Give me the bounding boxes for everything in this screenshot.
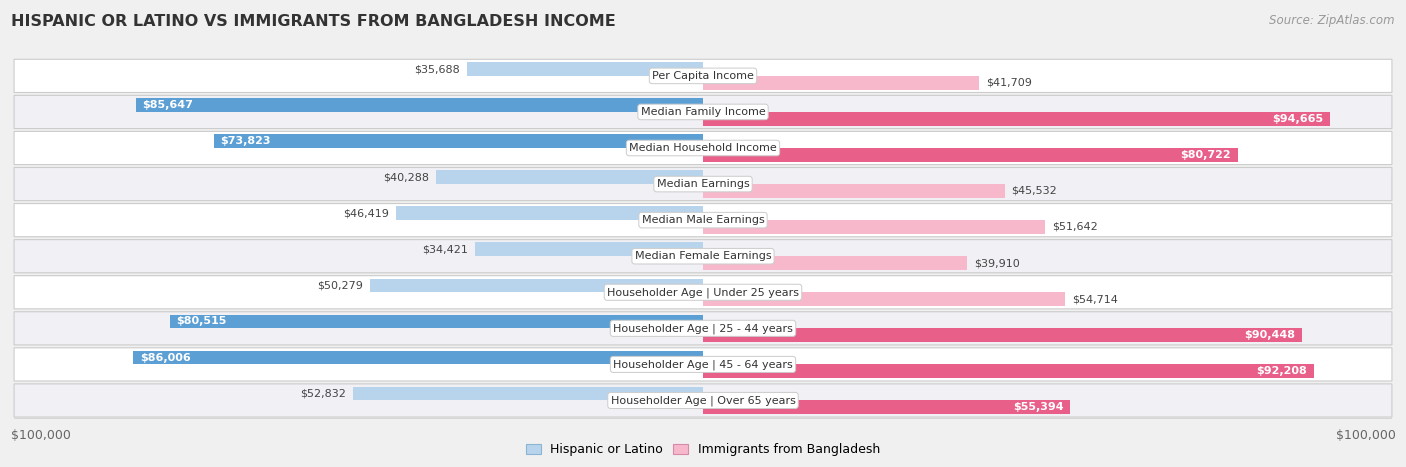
Bar bbox=[703, 184, 1005, 198]
FancyBboxPatch shape bbox=[14, 240, 1392, 273]
Text: $80,515: $80,515 bbox=[176, 317, 226, 326]
FancyBboxPatch shape bbox=[14, 348, 1392, 381]
Text: Median Earnings: Median Earnings bbox=[657, 179, 749, 189]
Bar bbox=[703, 76, 980, 90]
Text: Median Male Earnings: Median Male Earnings bbox=[641, 215, 765, 225]
Text: Median Female Earnings: Median Female Earnings bbox=[634, 251, 772, 261]
Bar bbox=[703, 292, 1066, 306]
Bar bbox=[703, 112, 1330, 126]
Bar bbox=[370, 278, 703, 292]
Bar bbox=[703, 148, 1237, 162]
FancyBboxPatch shape bbox=[14, 312, 1392, 345]
FancyBboxPatch shape bbox=[14, 95, 1392, 128]
Text: $55,394: $55,394 bbox=[1012, 402, 1063, 412]
Text: $92,208: $92,208 bbox=[1257, 366, 1308, 376]
FancyBboxPatch shape bbox=[14, 168, 1392, 201]
Bar bbox=[703, 328, 1302, 342]
Text: Median Household Income: Median Household Income bbox=[628, 143, 778, 153]
Bar bbox=[703, 256, 967, 270]
Bar bbox=[467, 62, 703, 76]
Text: $73,823: $73,823 bbox=[221, 136, 271, 146]
Text: $54,714: $54,714 bbox=[1071, 294, 1118, 304]
Text: $45,532: $45,532 bbox=[1011, 186, 1057, 196]
Bar bbox=[703, 401, 1070, 414]
Text: $86,006: $86,006 bbox=[139, 353, 191, 362]
Bar bbox=[703, 220, 1045, 234]
Bar bbox=[436, 170, 703, 184]
Text: $85,647: $85,647 bbox=[142, 100, 193, 110]
Bar bbox=[395, 206, 703, 220]
FancyBboxPatch shape bbox=[14, 276, 1392, 309]
Text: $46,419: $46,419 bbox=[343, 208, 389, 218]
Text: $51,642: $51,642 bbox=[1052, 222, 1098, 232]
Text: Median Family Income: Median Family Income bbox=[641, 107, 765, 117]
Bar bbox=[134, 351, 703, 364]
FancyBboxPatch shape bbox=[14, 384, 1392, 417]
FancyBboxPatch shape bbox=[14, 59, 1392, 92]
Text: $90,448: $90,448 bbox=[1244, 330, 1295, 340]
Legend: Hispanic or Latino, Immigrants from Bangladesh: Hispanic or Latino, Immigrants from Bang… bbox=[520, 439, 886, 461]
Text: Householder Age | 25 - 44 years: Householder Age | 25 - 44 years bbox=[613, 323, 793, 333]
Text: $80,722: $80,722 bbox=[1181, 150, 1232, 160]
FancyBboxPatch shape bbox=[14, 204, 1392, 237]
Text: $40,288: $40,288 bbox=[384, 172, 429, 182]
Text: $39,910: $39,910 bbox=[974, 258, 1019, 268]
Text: $41,709: $41,709 bbox=[986, 78, 1032, 88]
Text: Source: ZipAtlas.com: Source: ZipAtlas.com bbox=[1270, 14, 1395, 27]
Text: Householder Age | Over 65 years: Householder Age | Over 65 years bbox=[610, 395, 796, 406]
Bar bbox=[703, 364, 1313, 378]
Text: $35,688: $35,688 bbox=[415, 64, 460, 74]
Text: $52,832: $52,832 bbox=[301, 389, 346, 399]
Bar bbox=[170, 315, 703, 328]
Bar bbox=[135, 98, 703, 112]
Bar bbox=[214, 134, 703, 148]
Text: HISPANIC OR LATINO VS IMMIGRANTS FROM BANGLADESH INCOME: HISPANIC OR LATINO VS IMMIGRANTS FROM BA… bbox=[11, 14, 616, 29]
Text: $94,665: $94,665 bbox=[1272, 114, 1323, 124]
FancyBboxPatch shape bbox=[14, 131, 1392, 164]
Text: Householder Age | Under 25 years: Householder Age | Under 25 years bbox=[607, 287, 799, 297]
Text: $50,279: $50,279 bbox=[318, 280, 363, 290]
Text: Householder Age | 45 - 64 years: Householder Age | 45 - 64 years bbox=[613, 359, 793, 370]
Bar bbox=[475, 242, 703, 256]
Text: $34,421: $34,421 bbox=[422, 244, 468, 255]
Bar bbox=[353, 387, 703, 401]
Text: Per Capita Income: Per Capita Income bbox=[652, 71, 754, 81]
